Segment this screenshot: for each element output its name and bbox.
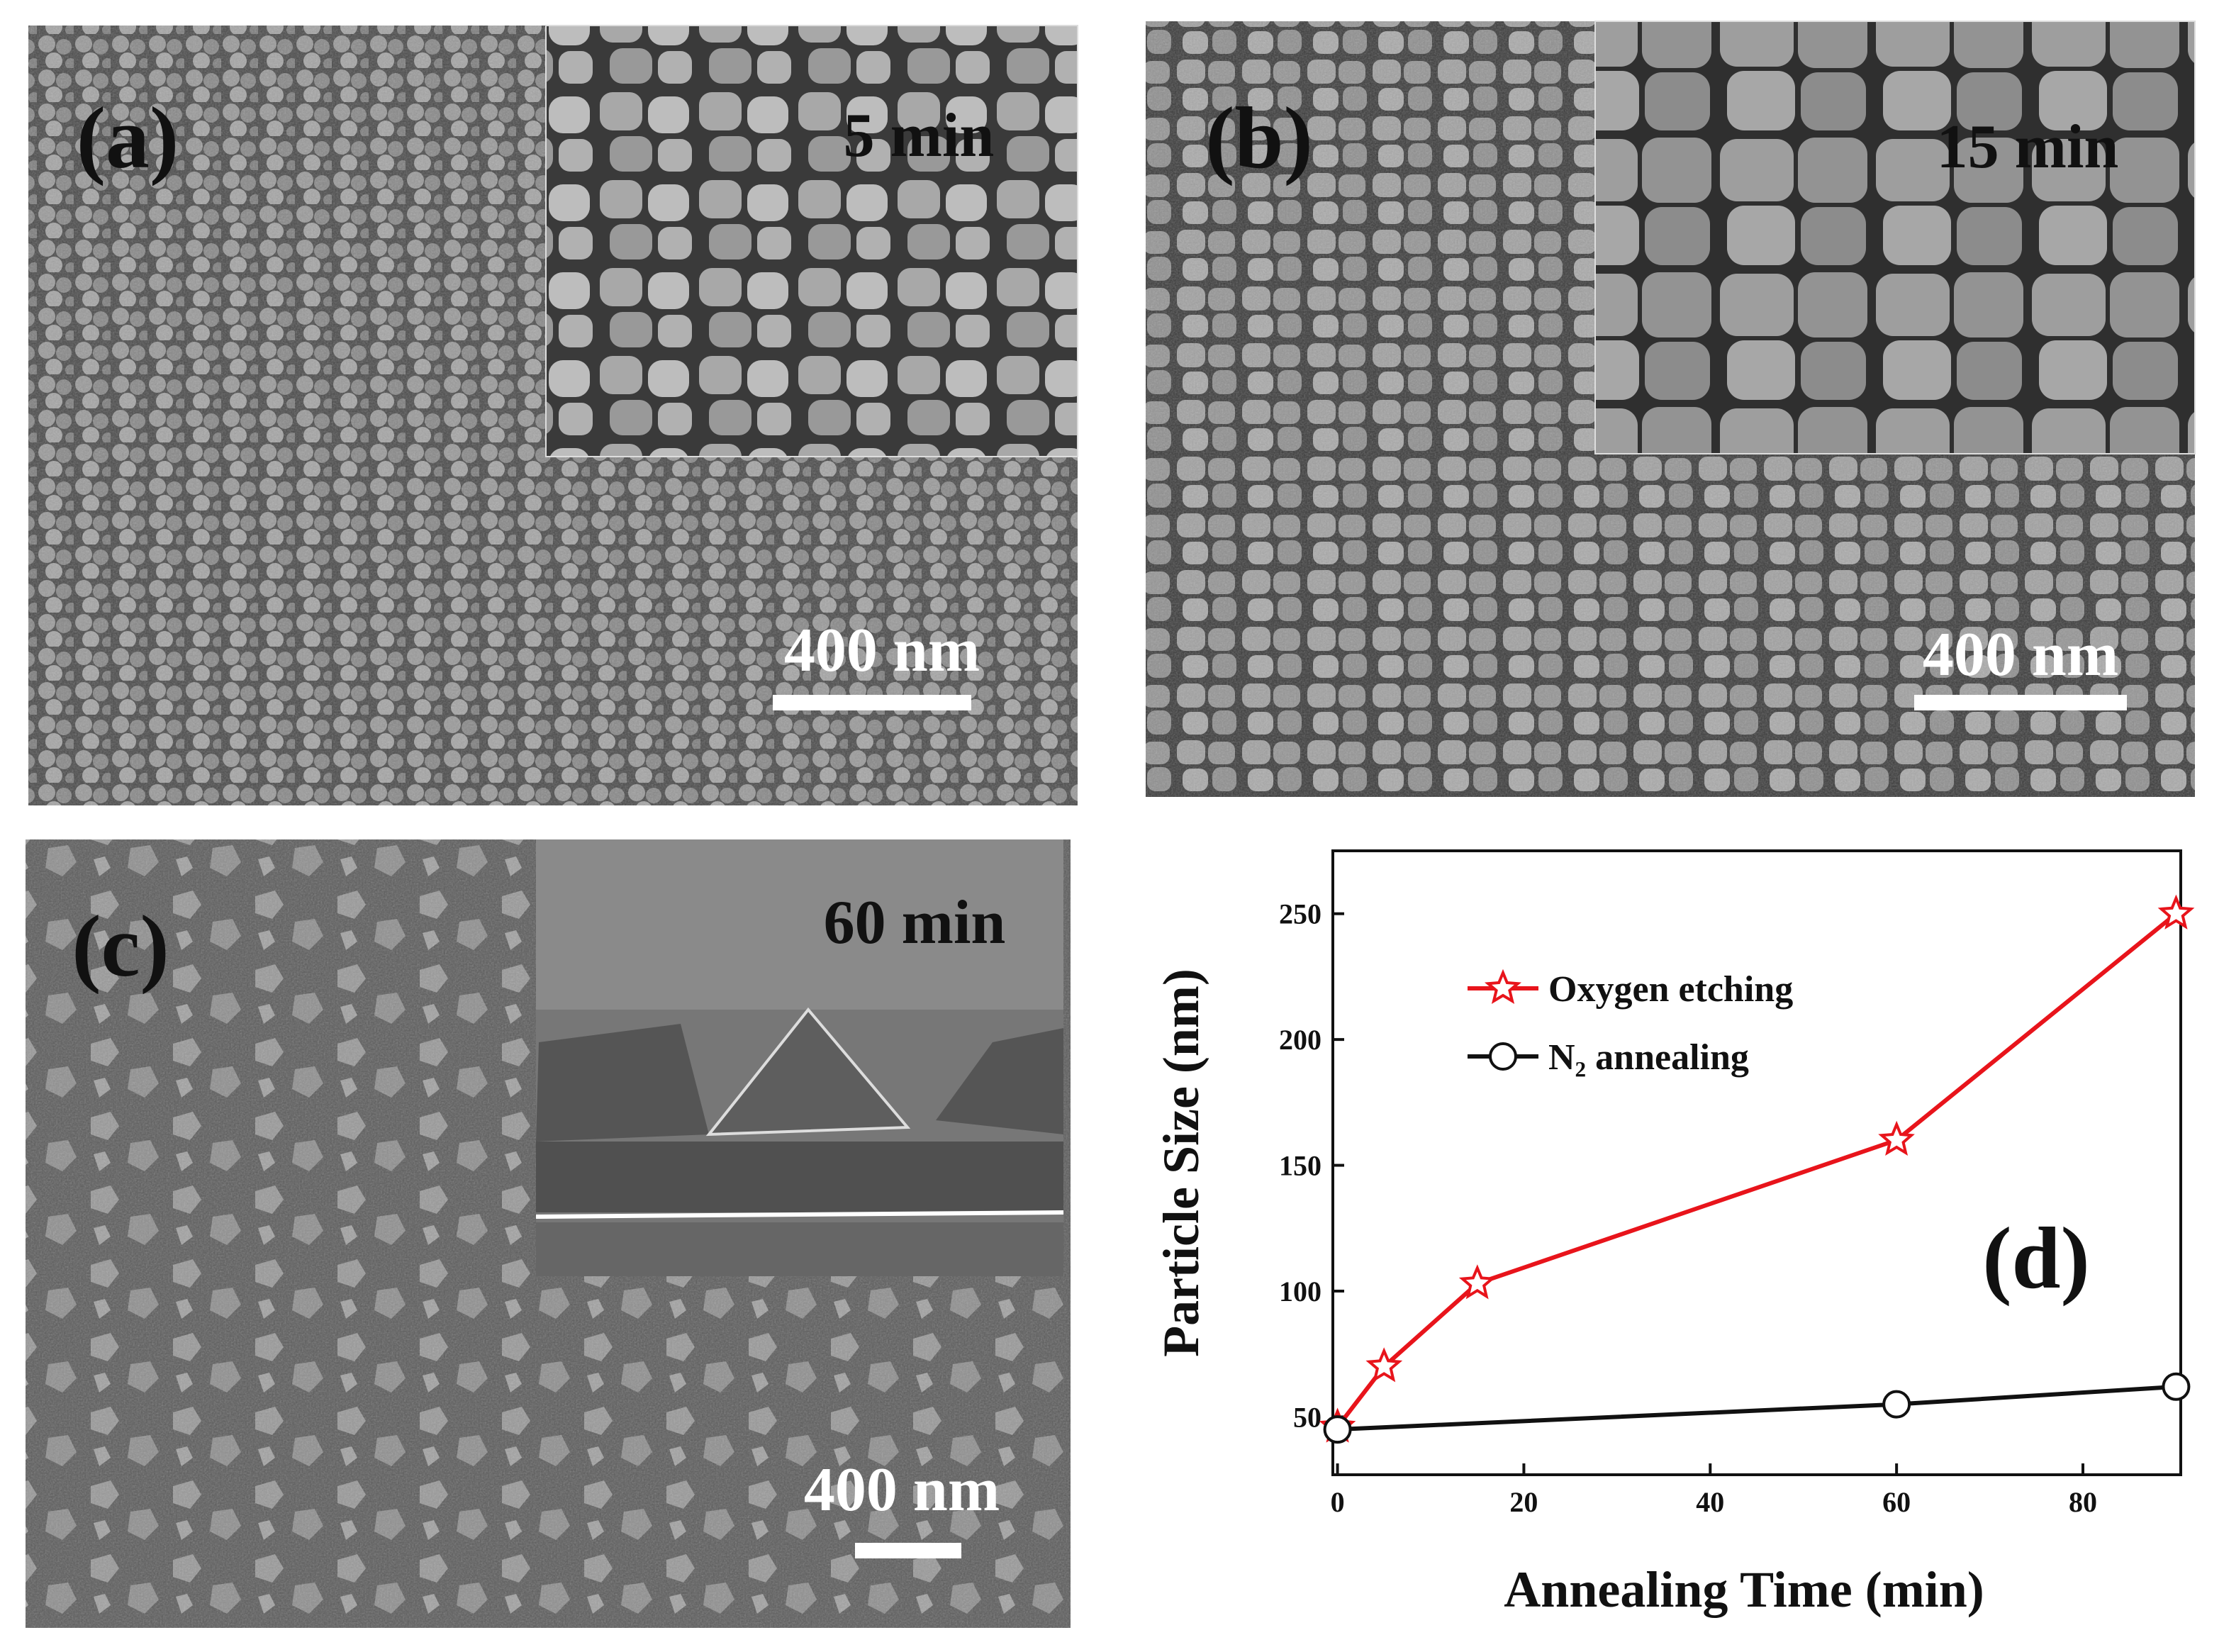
scale-label: 400 nm (804, 1456, 1000, 1524)
x-tick-label: 60 (1882, 1486, 1911, 1518)
marker (1323, 1415, 1352, 1444)
legend-marker (1484, 969, 1522, 1004)
x-axis-title: Annealing Time (min) (1504, 1561, 1984, 1618)
scale-bar (773, 695, 971, 710)
scale-bar (855, 1543, 961, 1558)
legend-label: N₂ annealing (1548, 1037, 1749, 1078)
marker (2162, 1372, 2191, 1401)
y-tick-label: 150 (1279, 1150, 1321, 1182)
x-tick-label: 40 (1696, 1486, 1724, 1518)
inset-image (545, 25, 1078, 457)
y-axis-title: Particle Size (nm) (1153, 969, 1209, 1357)
panel-label: (a) (77, 89, 179, 186)
y-tick-label: 50 (1293, 1401, 1321, 1433)
inset-image (535, 839, 1064, 1276)
marker (1458, 1264, 1496, 1300)
panel-c: (c) 60 min 400 nm (26, 839, 1071, 1628)
marker (1882, 1390, 1911, 1419)
scale-bar (1914, 695, 2127, 710)
panel-label: (b) (1205, 89, 1313, 186)
y-tick-label: 250 (1279, 898, 1321, 930)
plot-frame (1331, 849, 2182, 1476)
panel-a: (a) 5 min 400 nm (28, 25, 1078, 805)
legend-label: Oxygen etching (1548, 969, 1793, 1010)
scale-label: 400 nm (784, 616, 980, 685)
y-tick-label: 100 (1279, 1276, 1321, 1307)
time-label: 60 min (824, 888, 1006, 957)
y-tick-label: 200 (1279, 1024, 1321, 1056)
x-tick-label: 20 (1509, 1486, 1538, 1518)
legend-marker (1489, 1042, 1517, 1071)
panel-label: (c) (72, 898, 169, 995)
marker (1365, 1347, 1403, 1383)
marker (2157, 894, 2195, 930)
time-label: 15 min (1937, 113, 2119, 182)
time-label: 5 min (844, 101, 995, 170)
chart: (d) Annealing Time (min) Particle Size (… (1153, 849, 2195, 1618)
x-tick-label: 0 (1331, 1486, 1345, 1518)
series-line (1337, 1384, 2176, 1432)
marker (1878, 1120, 1915, 1156)
panel-label: (d) (1982, 1210, 2090, 1307)
panel-b: (b) 15 min 400 nm (1146, 21, 2196, 797)
scale-label: 400 nm (1923, 620, 2118, 689)
x-tick-label: 80 (2069, 1486, 2097, 1518)
inset-image (1594, 21, 2196, 454)
